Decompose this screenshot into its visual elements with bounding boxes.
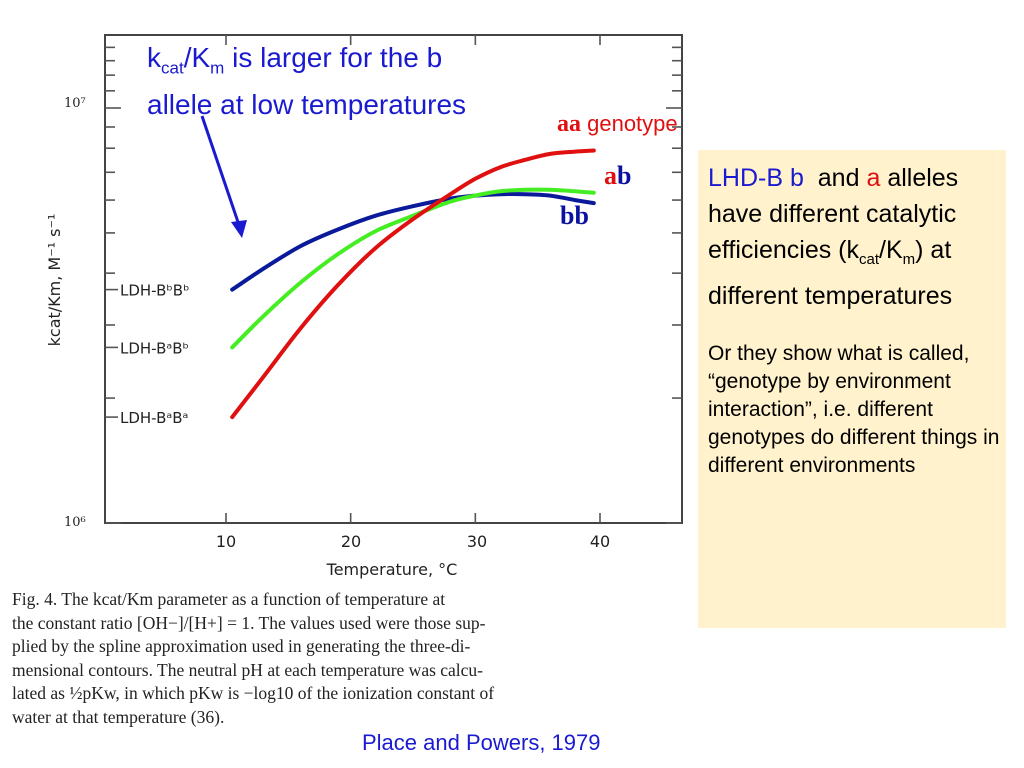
info-paragraph-1: LHD-B b and a alleles have different cat… [708, 160, 1006, 314]
series-line-1 [230, 187, 596, 350]
annotation-line2: allele at low temperatures [147, 88, 467, 120]
label-genotype-word: genotype [581, 111, 678, 136]
series-label-0: LDH-BᵇBᵇ [120, 282, 190, 300]
x-tick-30: 30 [467, 532, 487, 551]
label-aa-letters: aa [557, 111, 581, 137]
info-slash-k: /K [879, 236, 903, 264]
figure-caption: Fig. 4. The kcat/Km parameter as a funct… [12, 589, 495, 727]
x-tick-40: 40 [590, 532, 610, 551]
y-tick-1e6: 10⁶ [64, 515, 86, 530]
citation-credit: Place and Powers, 1979 [362, 730, 601, 755]
annotation-arrow [200, 115, 247, 238]
annotation-line1-rest: is larger for the b [224, 42, 443, 73]
annotation-m-subscript: m [210, 58, 225, 78]
info-lhd-b: LHD-B b [708, 164, 804, 192]
series-lines [230, 148, 596, 420]
x-axis-label: Temperature, °C [326, 560, 458, 579]
label-aa-genotype: aa genotype [557, 110, 678, 138]
info-m-subscript: m [902, 251, 916, 268]
series-label-1: LDH-BᵃBᵇ [120, 339, 189, 357]
annotation-kcat-km: kcat/Km is larger for the b allele at lo… [147, 40, 466, 123]
x-tick-20: 20 [341, 532, 361, 551]
label-bb: bb [560, 201, 589, 230]
y-axis-label: kcat/Km, M⁻¹ s⁻¹ [45, 214, 64, 347]
label-ab-a: a [604, 161, 617, 190]
annotation-arrow-shaft [200, 115, 241, 226]
label-ab-b: b [617, 161, 632, 190]
axis-ticks [105, 35, 682, 524]
info-part2: alleles have different catalytic efficie… [708, 164, 959, 264]
annotation-arrow-head [231, 220, 247, 238]
series-line-2 [230, 148, 596, 420]
annotation-cat-subscript: cat [161, 58, 184, 78]
series-labels: LDH-BᵇBᵇ LDH-BᵃBᵇ LDH-BᵃBᵃ [105, 282, 190, 427]
label-ab: ab [604, 161, 631, 191]
series-label-2: LDH-BᵃBᵃ [120, 409, 188, 427]
annotation-slash-k: /K [183, 42, 211, 73]
info-and: and [817, 164, 860, 192]
y-tick-1e7: 10⁷ [64, 96, 86, 111]
series-line-0 [230, 191, 596, 292]
x-tick-10: 10 [216, 532, 236, 551]
info-a: a [866, 164, 881, 192]
annotation-k: k [147, 42, 161, 73]
info-cat-subscript: cat [859, 251, 880, 268]
info-paragraph-2: Or they show what is called, “genotype b… [708, 342, 1000, 477]
info-part3: ) at different temperatures [708, 236, 953, 310]
info-box: LHD-B b and a alleles have different cat… [698, 150, 1006, 628]
